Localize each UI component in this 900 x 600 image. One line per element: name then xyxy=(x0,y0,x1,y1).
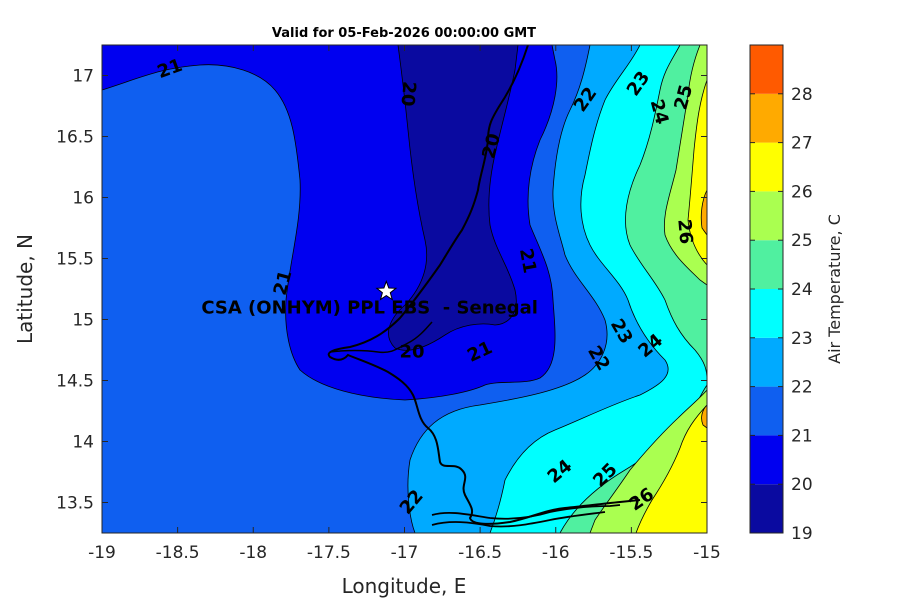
x-tick-label: -15.5 xyxy=(609,543,653,563)
x-axis-ticks: -19 -18.5 -18 -17.5 -17 -16.5 -16 -15.5 -15 xyxy=(88,45,721,563)
colorbar-tick-label: 23 xyxy=(791,329,813,349)
gambia-border xyxy=(431,504,621,528)
temp-band-27-28 xyxy=(700,189,707,429)
colorbar-segment xyxy=(750,142,783,192)
colorbar-label: Air Temperature, C xyxy=(825,214,844,364)
colorbar-tick-label: 28 xyxy=(791,85,813,105)
x-tick-label: -17.5 xyxy=(307,543,351,563)
temp-band-19-20 xyxy=(388,45,519,351)
y-tick-label: 16 xyxy=(72,189,94,209)
contour-label: 20 xyxy=(400,341,425,362)
map-plot-area xyxy=(102,45,707,533)
site-star-icon xyxy=(375,279,398,301)
colorbar-segment xyxy=(750,386,783,436)
colorbar-tick-label: 26 xyxy=(791,182,813,202)
x-tick-label: -16 xyxy=(542,543,570,563)
x-tick-label: -18.5 xyxy=(156,543,200,563)
colorbar-segment xyxy=(750,93,783,143)
y-axis-label: Latitude, N xyxy=(13,234,37,344)
temp-band-25-26 xyxy=(589,45,707,533)
x-tick-label: -18 xyxy=(239,543,267,563)
y-tick-label: 14.5 xyxy=(56,372,94,392)
river xyxy=(329,321,433,354)
x-tick-label: -19 xyxy=(88,543,116,563)
x-tick-label: -17 xyxy=(391,543,419,563)
y-tick-label: 15 xyxy=(72,311,94,331)
x-axis-label: Longitude, E xyxy=(342,574,467,598)
colorbar-tick-label: 22 xyxy=(791,378,813,398)
coastline xyxy=(327,45,641,525)
y-axis-ticks: 13.5 14 14.5 15 15.5 16 16.5 17 xyxy=(56,67,707,514)
colorbar-tick-label: 24 xyxy=(791,280,813,300)
colorbar-segment xyxy=(750,191,783,241)
contour-label: 21 xyxy=(515,247,540,275)
colorbar-segment xyxy=(750,435,783,485)
contour-label: 26 xyxy=(673,218,696,245)
colorbar-tick-label: 20 xyxy=(791,475,813,495)
site-layer: CSA (ONHYM) PPL EBS - Senegal xyxy=(201,279,538,318)
temp-band-26-27 xyxy=(635,79,707,533)
colorbar-segment xyxy=(750,337,783,387)
y-tick-label: 14 xyxy=(72,433,94,453)
colorbar: 19 20 21 22 23 24 25 26 27 28 xyxy=(749,44,813,544)
colorbar-segment xyxy=(750,240,783,289)
y-tick-label: 17 xyxy=(72,67,94,87)
map-title: Valid for 05-Feb-2026 00:00:00 GMT xyxy=(272,26,536,41)
colorbar-segment xyxy=(750,484,783,533)
site-label: CSA (ONHYM) PPL EBS - Senegal xyxy=(201,297,538,318)
x-tick-label: -16.5 xyxy=(458,543,502,563)
colorbar-tick-label: 19 xyxy=(791,524,813,544)
colorbar-segment xyxy=(750,289,783,338)
colorbar-tick-label: 27 xyxy=(791,134,813,154)
y-tick-label: 13.5 xyxy=(56,494,94,514)
colorbar-tick-label: 21 xyxy=(791,426,813,446)
y-tick-label: 15.5 xyxy=(56,250,94,270)
y-tick-label: 16.5 xyxy=(56,128,94,148)
colorbar-tick-label: 25 xyxy=(791,231,813,251)
contour-label: 20 xyxy=(396,80,419,107)
colorbar-segment xyxy=(750,45,783,94)
x-tick-label: -15 xyxy=(693,543,721,563)
